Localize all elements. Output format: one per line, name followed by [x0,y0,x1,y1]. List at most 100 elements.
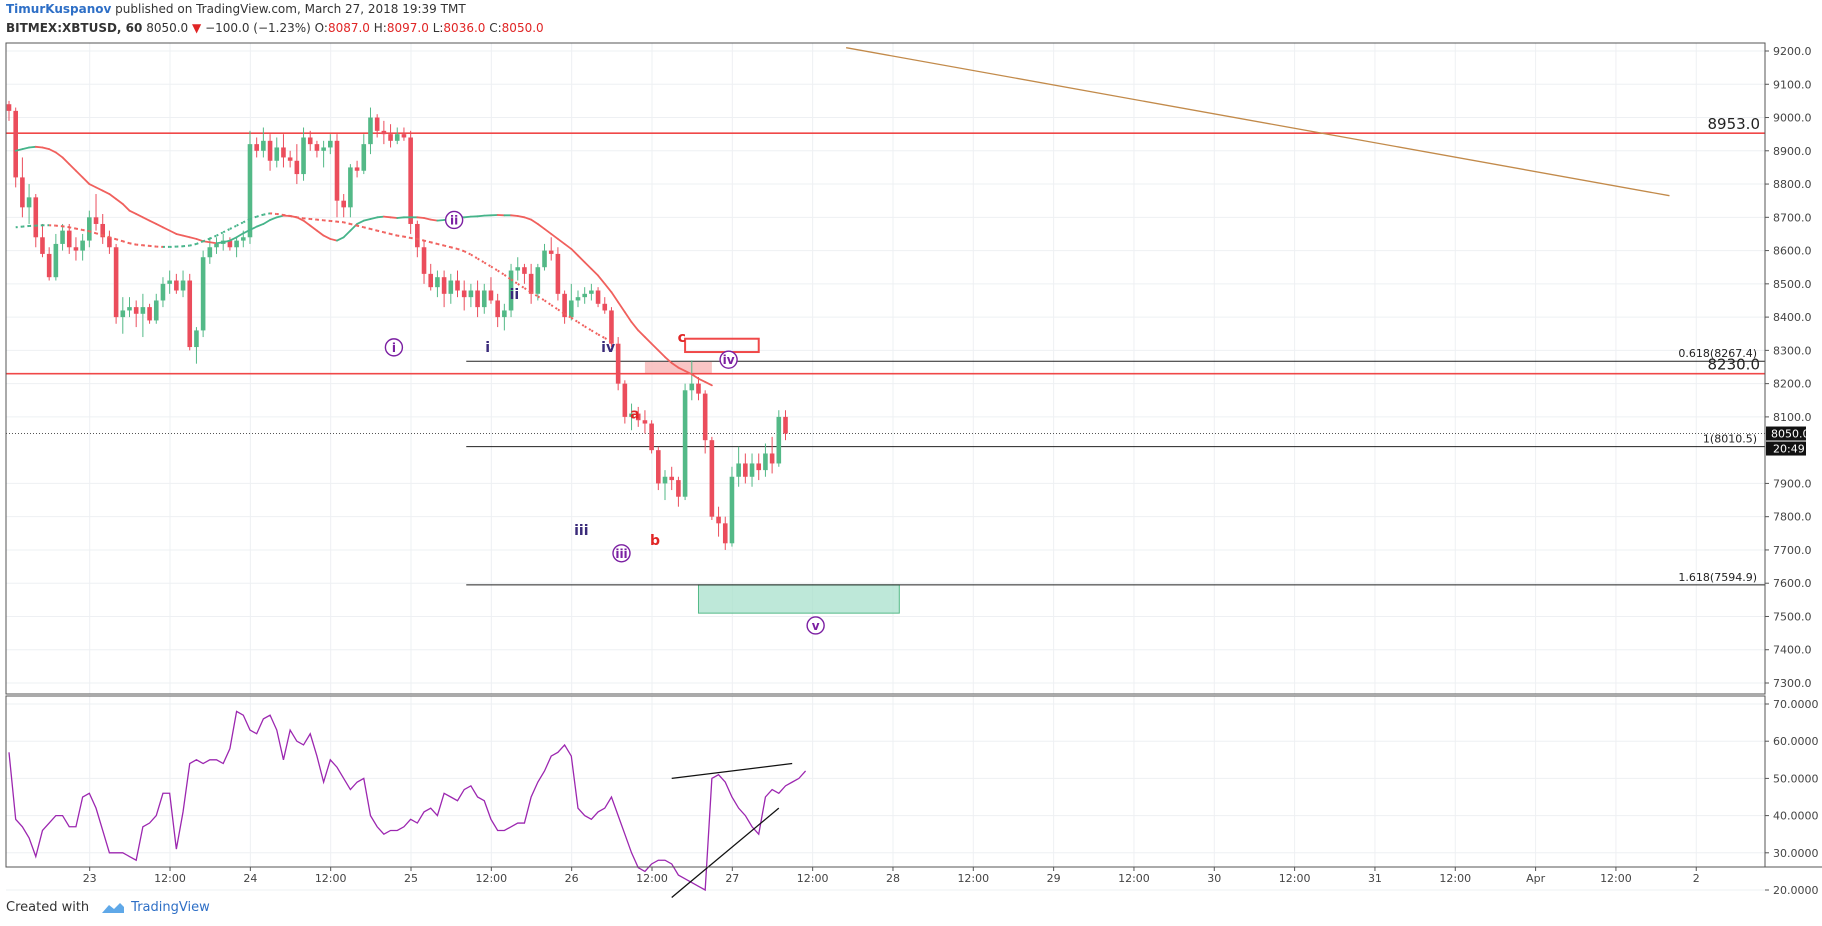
candle-body [642,420,648,424]
sma-segment [229,224,238,230]
sma-segment [336,220,344,224]
zone-green-fill [697,584,900,614]
ema-segment [121,203,131,212]
fib-label: 0.618(8267.4) [1678,347,1757,360]
ema-segment [269,216,278,221]
sma-segment [356,224,365,229]
sma-segment [450,246,458,250]
sma-segment [296,216,304,220]
candle-body [689,383,695,391]
candle-body [475,290,480,308]
candle-body [307,137,313,145]
candle-body [214,243,219,248]
sma-segment [69,226,77,230]
sma-segment [316,218,324,222]
zone-red-outline [684,337,760,354]
horizontal-levels: 8953.0 8230.00.618(8267.4) 1(8010.5) 1.618(… [6,47,1765,586]
candle-body [709,440,715,517]
sma-segment [263,212,271,216]
candle-body [180,280,186,291]
ema-segment [670,362,680,369]
price-tick-label: 8700.0 [1773,211,1812,224]
candle-body [522,267,527,274]
candle-body [502,310,507,318]
rsi-tick-label: 60.0000 [1773,735,1819,748]
abc-label: a [630,407,639,423]
candle-body [528,273,534,294]
price-tick-label: 9000.0 [1773,112,1812,125]
rsi-line [8,710,807,892]
tradingview-brand-link[interactable]: TradingView [131,900,210,915]
sma-segment [497,269,505,276]
ema-segment [423,217,432,221]
candle-body [368,117,373,145]
candle-body [662,476,668,484]
ema-segment [557,238,566,245]
countdown-badge [1766,441,1806,456]
sma-segment [129,242,137,246]
ema-segment [677,366,686,372]
price-tick-label: 8500.0 [1773,278,1812,291]
sma-segment [490,265,499,272]
candle-body [147,307,152,321]
sma-segment [149,244,157,248]
symbol-name: BITMEX:XBTUSD, 60 [6,21,143,35]
sma-segment [463,250,472,256]
ema-segment [88,183,97,189]
candle-body [274,147,280,161]
candle-body [682,390,688,497]
ema-segment [275,214,285,219]
rsi-divergence-line [671,807,780,898]
created-with-text: Created with [6,900,90,915]
ema-segment [650,342,660,352]
candle-body [749,463,755,477]
candle-body [261,140,266,151]
sma-segment [417,237,425,242]
sma-segment [423,239,431,244]
author-name[interactable]: TimurKuspanov [6,2,112,16]
main-pane-frame [5,42,1766,695]
ema-segment [249,225,258,231]
candle-body [468,290,474,298]
ema-segment [570,248,579,257]
candle-body [361,144,367,171]
candle-body [495,300,500,318]
candlestick-series [6,100,788,550]
sma-segment [89,230,97,235]
time-tick-label: 24 [243,872,257,885]
ema-segment [657,349,666,358]
rsi-tick-label: 30.0000 [1773,847,1819,860]
candle-body [107,237,112,248]
sma-segment [410,236,418,240]
ema-segment [322,234,332,240]
candle-body [756,463,762,471]
time-tick-label: 2 [1693,872,1700,885]
rsi-tick-label: 20.0000 [1773,884,1819,897]
candle-body [66,230,72,248]
sma-segment [483,261,492,268]
ema-segment [309,224,318,232]
candle-body [87,217,92,241]
ema-segment [617,301,626,314]
candle-body [481,290,487,308]
ema-segment [61,156,71,165]
ema-segment [603,282,613,294]
ema-segment [168,229,178,235]
price-tick-label: 8600.0 [1773,245,1812,258]
time-tick-label: 12:00 [1439,872,1471,885]
sma-segment [597,333,606,339]
sma-segment [517,283,525,290]
sma-segment [503,274,512,281]
time-tick-label: 12:00 [1279,872,1311,885]
sma-segment [430,241,438,245]
candle-body [635,413,641,421]
ema-segment [697,377,707,383]
candle-body [736,463,741,477]
price-tick-label: 7300.0 [1773,677,1812,690]
rsi-divergence-line [671,762,793,780]
rsi-pane [8,710,807,898]
candle-body [535,267,541,294]
sma-segment [283,213,291,217]
candle-body [314,144,320,151]
